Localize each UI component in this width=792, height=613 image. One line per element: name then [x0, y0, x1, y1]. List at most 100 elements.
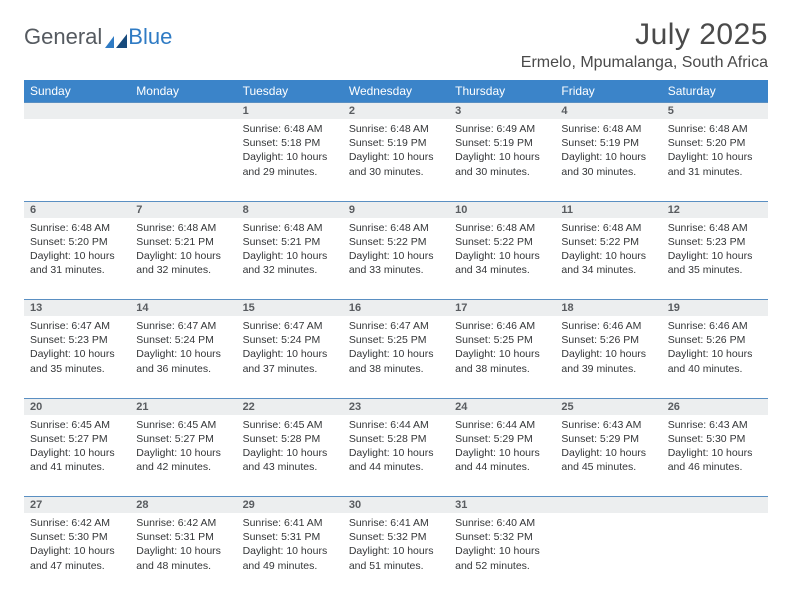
day-number-cell: 29 — [237, 497, 343, 514]
daylight-line: Daylight: 10 hours and 38 minutes. — [455, 347, 549, 375]
daylight-line: Daylight: 10 hours and 37 minutes. — [243, 347, 337, 375]
sunrise-line: Sunrise: 6:48 AM — [349, 122, 443, 136]
sunset-line: Sunset: 5:29 PM — [561, 432, 655, 446]
day-header: Thursday — [449, 80, 555, 103]
sunset-line: Sunset: 5:27 PM — [30, 432, 124, 446]
day-number-cell: 12 — [662, 201, 768, 218]
day-content-cell — [130, 119, 236, 201]
sunset-line: Sunset: 5:27 PM — [136, 432, 230, 446]
daylight-line: Daylight: 10 hours and 35 minutes. — [668, 249, 762, 277]
sunrise-line: Sunrise: 6:43 AM — [668, 418, 762, 432]
sunset-line: Sunset: 5:30 PM — [30, 530, 124, 544]
calendar-head: SundayMondayTuesdayWednesdayThursdayFrid… — [24, 80, 768, 103]
day-content-cell: Sunrise: 6:46 AMSunset: 5:25 PMDaylight:… — [449, 316, 555, 398]
sunset-line: Sunset: 5:19 PM — [349, 136, 443, 150]
sunset-line: Sunset: 5:32 PM — [455, 530, 549, 544]
sunrise-line: Sunrise: 6:44 AM — [455, 418, 549, 432]
sunrise-line: Sunrise: 6:48 AM — [243, 122, 337, 136]
day-number-cell: 4 — [555, 103, 661, 120]
day-content-cell: Sunrise: 6:42 AMSunset: 5:31 PMDaylight:… — [130, 513, 236, 595]
day-content-cell: Sunrise: 6:42 AMSunset: 5:30 PMDaylight:… — [24, 513, 130, 595]
day-number-cell: 11 — [555, 201, 661, 218]
daynum-row: 2728293031 — [24, 497, 768, 514]
sunrise-line: Sunrise: 6:45 AM — [243, 418, 337, 432]
sunset-line: Sunset: 5:26 PM — [668, 333, 762, 347]
sunset-line: Sunset: 5:31 PM — [136, 530, 230, 544]
day-number-cell: 27 — [24, 497, 130, 514]
day-content-cell: Sunrise: 6:47 AMSunset: 5:23 PMDaylight:… — [24, 316, 130, 398]
sunrise-line: Sunrise: 6:46 AM — [561, 319, 655, 333]
sunrise-line: Sunrise: 6:43 AM — [561, 418, 655, 432]
day-content-cell: Sunrise: 6:47 AMSunset: 5:24 PMDaylight:… — [130, 316, 236, 398]
day-content-cell: Sunrise: 6:48 AMSunset: 5:22 PMDaylight:… — [343, 218, 449, 300]
sunset-line: Sunset: 5:20 PM — [668, 136, 762, 150]
day-number-cell: 18 — [555, 300, 661, 317]
sunset-line: Sunset: 5:18 PM — [243, 136, 337, 150]
day-number-cell: 10 — [449, 201, 555, 218]
daylight-line: Daylight: 10 hours and 51 minutes. — [349, 544, 443, 572]
sunrise-line: Sunrise: 6:42 AM — [136, 516, 230, 530]
day-number-cell — [24, 103, 130, 120]
daynum-row: 13141516171819 — [24, 300, 768, 317]
daynum-row: 12345 — [24, 103, 768, 120]
daylight-line: Daylight: 10 hours and 46 minutes. — [668, 446, 762, 474]
daylight-line: Daylight: 10 hours and 42 minutes. — [136, 446, 230, 474]
brand-logo: General Blue — [24, 18, 172, 50]
day-number-cell: 22 — [237, 398, 343, 415]
page-header: General Blue July 2025 Ermelo, Mpumalang… — [24, 18, 768, 72]
sunrise-line: Sunrise: 6:48 AM — [243, 221, 337, 235]
sunset-line: Sunset: 5:23 PM — [668, 235, 762, 249]
day-header: Saturday — [662, 80, 768, 103]
day-number-cell: 24 — [449, 398, 555, 415]
day-content-cell: Sunrise: 6:46 AMSunset: 5:26 PMDaylight:… — [555, 316, 661, 398]
daylight-line: Daylight: 10 hours and 31 minutes. — [30, 249, 124, 277]
sunrise-line: Sunrise: 6:47 AM — [243, 319, 337, 333]
sunset-line: Sunset: 5:23 PM — [30, 333, 124, 347]
day-number-cell: 3 — [449, 103, 555, 120]
day-content-cell: Sunrise: 6:48 AMSunset: 5:19 PMDaylight:… — [555, 119, 661, 201]
content-row: Sunrise: 6:45 AMSunset: 5:27 PMDaylight:… — [24, 415, 768, 497]
sunset-line: Sunset: 5:31 PM — [243, 530, 337, 544]
sunrise-line: Sunrise: 6:46 AM — [668, 319, 762, 333]
sunset-line: Sunset: 5:30 PM — [668, 432, 762, 446]
day-content-cell: Sunrise: 6:41 AMSunset: 5:31 PMDaylight:… — [237, 513, 343, 595]
daylight-line: Daylight: 10 hours and 32 minutes. — [136, 249, 230, 277]
daylight-line: Daylight: 10 hours and 45 minutes. — [561, 446, 655, 474]
day-content-cell: Sunrise: 6:47 AMSunset: 5:25 PMDaylight:… — [343, 316, 449, 398]
content-row: Sunrise: 6:42 AM Sunset: 5:30 PM Daylight:… — [24, 513, 768, 595]
day-content-cell: Sunrise: 6:43 AMSunset: 5:30 PMDaylight:… — [662, 415, 768, 497]
sunrise-line: Sunrise: 6:48 AM — [349, 221, 443, 235]
content-row: Sunrise: 6:47 AM Sunset: 5:23 PM Daylight:… — [24, 316, 768, 398]
sunrise-line: Sunrise: 6:48 AM — [561, 122, 655, 136]
day-content-cell: Sunrise: 6:44 AMSunset: 5:28 PMDaylight:… — [343, 415, 449, 497]
day-header: Friday — [555, 80, 661, 103]
day-number-cell: 8 — [237, 201, 343, 218]
daylight-line: Daylight: 10 hours and 44 minutes. — [455, 446, 549, 474]
sunset-line: Sunset: 5:25 PM — [455, 333, 549, 347]
day-content-cell — [555, 513, 661, 595]
day-number-cell: 15 — [237, 300, 343, 317]
daylight-line: Daylight: 10 hours and 34 minutes. — [561, 249, 655, 277]
sunset-line: Sunset: 5:32 PM — [349, 530, 443, 544]
sunset-line: Sunset: 5:24 PM — [136, 333, 230, 347]
day-number-cell — [130, 103, 236, 120]
day-content-cell: Sunrise: 6:44 AMSunset: 5:29 PMDaylight:… — [449, 415, 555, 497]
calendar-body: 12345Sunrise: 6:48 AMSunset: 5:18 PMDayl… — [24, 103, 768, 596]
daylight-line: Daylight: 10 hours and 40 minutes. — [668, 347, 762, 375]
day-number-cell — [555, 497, 661, 514]
daylight-line: Daylight: 10 hours and 48 minutes. — [136, 544, 230, 572]
day-content-cell: Sunrise: 6:49 AMSunset: 5:19 PMDaylight:… — [449, 119, 555, 201]
day-number-cell: 30 — [343, 497, 449, 514]
sunrise-line: Sunrise: 6:48 AM — [136, 221, 230, 235]
day-number-cell: 19 — [662, 300, 768, 317]
month-title: July 2025 — [521, 18, 768, 52]
daylight-line: Daylight: 10 hours and 33 minutes. — [349, 249, 443, 277]
sunrise-line: Sunrise: 6:47 AM — [136, 319, 230, 333]
day-content-cell: Sunrise: 6:45 AMSunset: 5:28 PMDaylight:… — [237, 415, 343, 497]
day-content-cell: Sunrise: 6:47 AMSunset: 5:24 PMDaylight:… — [237, 316, 343, 398]
day-number-cell: 9 — [343, 201, 449, 218]
daylight-line: Daylight: 10 hours and 29 minutes. — [243, 150, 337, 178]
sunrise-line: Sunrise: 6:45 AM — [136, 418, 230, 432]
day-content-cell: Sunrise: 6:48 AMSunset: 5:20 PMDaylight:… — [24, 218, 130, 300]
sunset-line: Sunset: 5:21 PM — [136, 235, 230, 249]
